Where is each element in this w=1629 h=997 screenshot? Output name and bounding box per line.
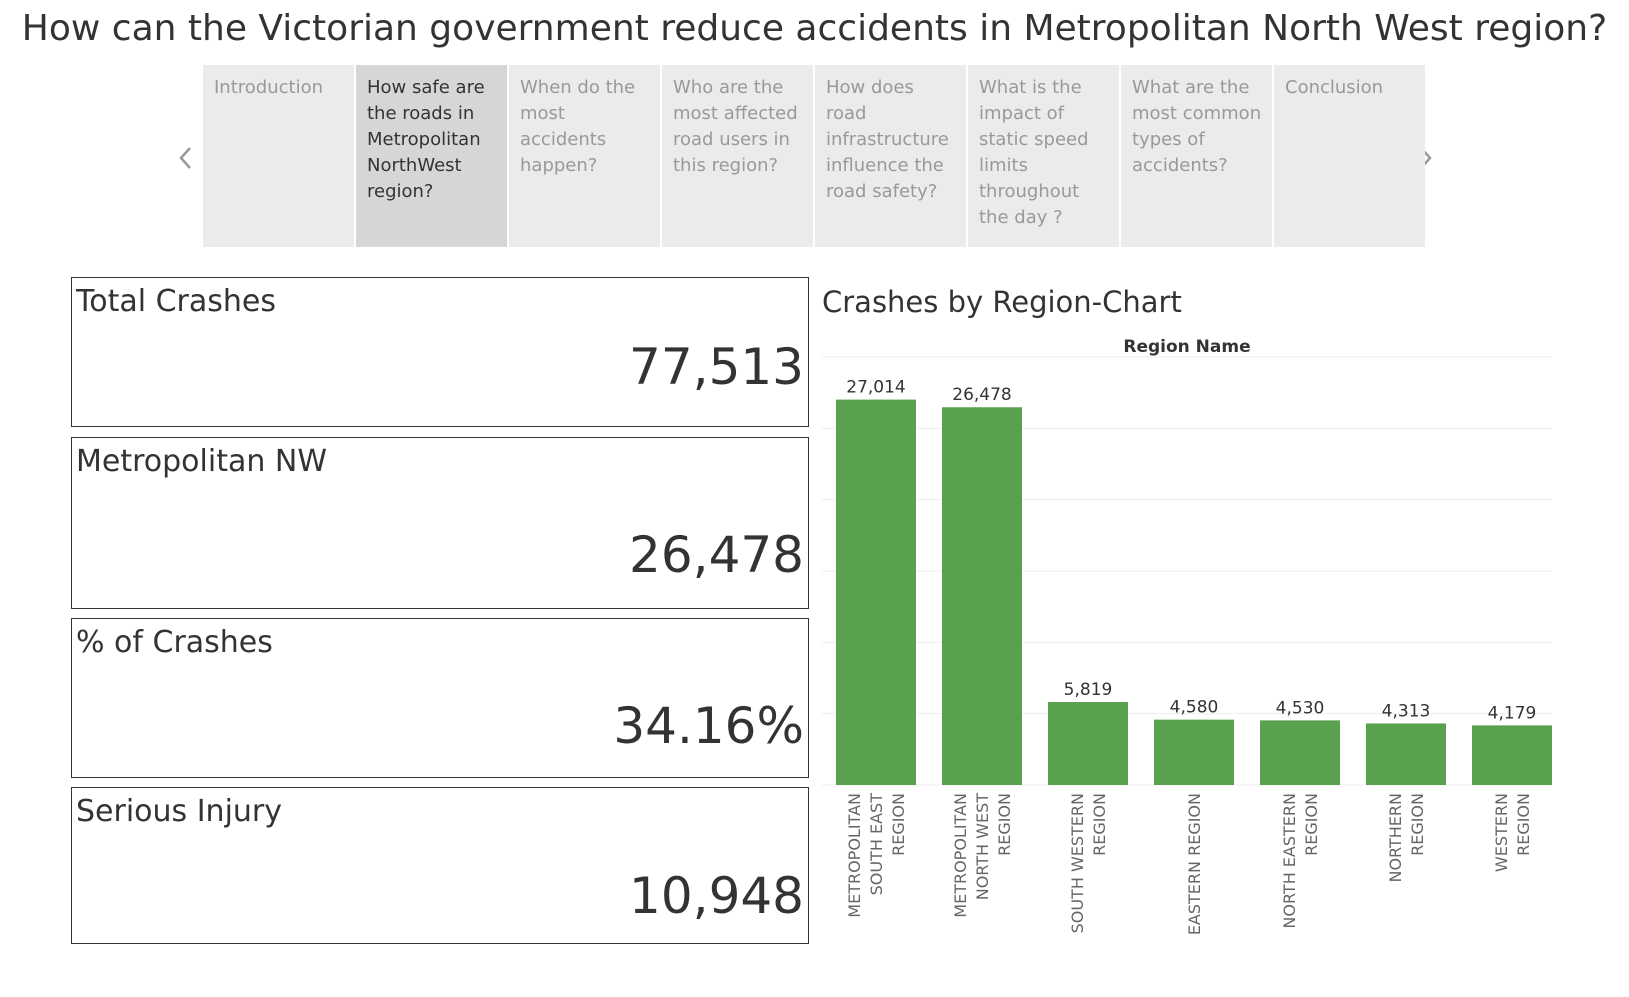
story-point-when-accidents[interactable]: When do the most accidents happen? (509, 65, 660, 247)
category-tick-label: METROPOLITAN (951, 793, 970, 918)
story-point-introduction[interactable]: Introduction (203, 65, 354, 247)
bar-mark[interactable] (836, 399, 916, 785)
story-point-road-users[interactable]: Who are the most affected road users in … (662, 65, 813, 247)
kpi-value: 77,513 (629, 338, 804, 396)
kpi-percent-crashes: % of Crashes 34.16% (71, 618, 809, 778)
bar-value-label: 4,580 (1170, 698, 1219, 718)
category-tick-label: REGION (889, 793, 908, 856)
bar-value-label: 4,530 (1276, 698, 1325, 718)
chevron-left-icon (179, 147, 191, 169)
bar-value-label: 4,313 (1382, 701, 1431, 721)
page-title: How can the Victorian government reduce … (21, 8, 1608, 49)
kpi-label: % of Crashes (76, 625, 273, 660)
bar-mark[interactable] (1154, 719, 1234, 785)
category-tick-label: REGION (1302, 793, 1321, 856)
kpi-label: Total Crashes (76, 284, 276, 319)
category-tick-label: EASTERN REGION (1185, 793, 1204, 935)
category-tick-label: NORTH WEST (973, 793, 992, 900)
story-point-accident-types[interactable]: What are the most common types of accide… (1121, 65, 1272, 247)
category-tick-label: SOUTH EAST (867, 793, 886, 896)
kpi-value: 34.16% (613, 697, 804, 755)
category-tick-label: METROPOLITAN (845, 793, 864, 918)
kpi-value: 26,478 (629, 526, 804, 584)
category-tick-label: REGION (1408, 793, 1427, 856)
story-point-road-safety[interactable]: How safe are the roads in Metropolitan N… (356, 65, 507, 247)
bar-value-label: 4,179 (1488, 703, 1537, 723)
chart-header-label: Region Name (1123, 337, 1250, 357)
bar-value-label: 26,478 (952, 385, 1011, 405)
bar-value-label: 27,014 (846, 378, 905, 398)
story-navigator: Introduction How safe are the roads in M… (203, 65, 1425, 247)
category-tick-label: NORTHERN (1386, 793, 1405, 883)
story-point-conclusion[interactable]: Conclusion (1274, 65, 1425, 247)
kpi-value: 10,948 (629, 867, 804, 925)
story-point-infrastructure[interactable]: How does road infrastructure influence t… (815, 65, 966, 247)
bar-value-label: 5,819 (1064, 680, 1113, 700)
kpi-label: Metropolitan NW (76, 444, 328, 479)
category-tick-label: REGION (1090, 793, 1109, 856)
kpi-total-crashes: Total Crashes 77,513 (71, 277, 809, 427)
bar-mark[interactable] (1048, 701, 1128, 785)
category-tick-label: REGION (995, 793, 1014, 856)
story-point-speed-limits[interactable]: What is the impact of static speed limit… (968, 65, 1119, 247)
category-tick-label: REGION (1514, 793, 1533, 856)
kpi-serious-injury: Serious Injury 10,948 (71, 787, 809, 944)
kpi-metropolitan-nw: Metropolitan NW 26,478 (71, 437, 809, 609)
bar-mark[interactable] (1472, 725, 1552, 785)
category-tick-label: SOUTH WESTERN (1068, 793, 1087, 933)
category-tick-label: NORTH EASTERN (1280, 793, 1299, 929)
category-tick-label: WESTERN (1492, 793, 1511, 872)
story-prev-button[interactable] (170, 138, 200, 178)
kpi-label: Serious Injury (76, 794, 283, 829)
bar-mark[interactable] (1260, 720, 1340, 785)
bar-mark[interactable] (1366, 723, 1446, 785)
chart-title: Crashes by Region-Chart (822, 285, 1182, 319)
bar-mark[interactable] (942, 407, 1022, 785)
